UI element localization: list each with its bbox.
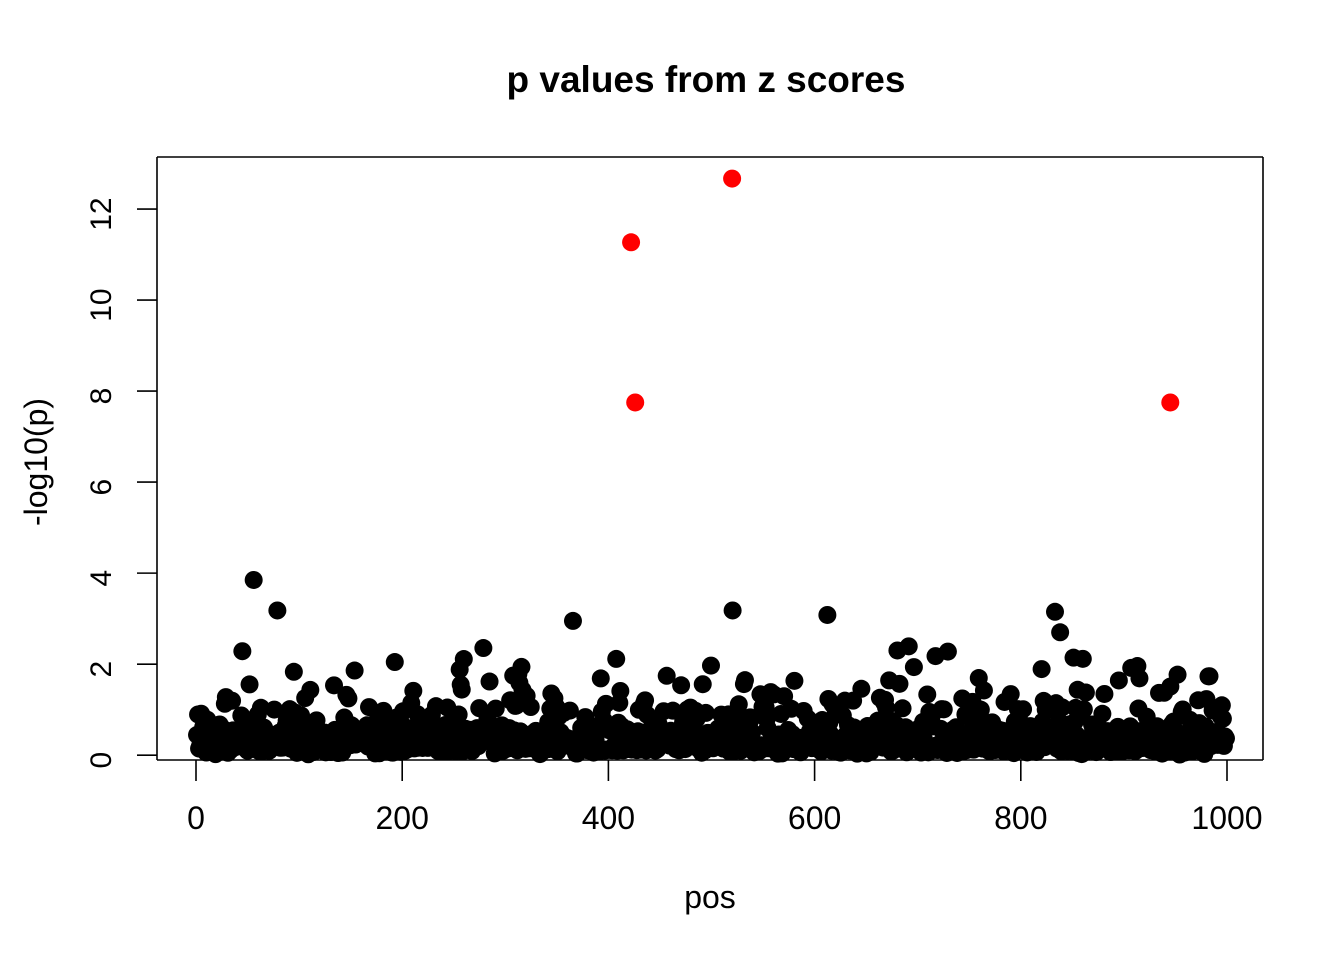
- svg-text:pos: pos: [684, 879, 736, 915]
- svg-text:200: 200: [376, 800, 429, 836]
- svg-text:800: 800: [994, 800, 1047, 836]
- svg-text:2: 2: [85, 661, 118, 678]
- svg-text:0: 0: [85, 752, 118, 769]
- svg-text:8: 8: [85, 388, 118, 405]
- svg-text:600: 600: [788, 800, 841, 836]
- svg-text:6: 6: [85, 479, 118, 496]
- svg-text:-log10(p): -log10(p): [18, 398, 54, 526]
- svg-text:10: 10: [85, 288, 118, 321]
- svg-text:1000: 1000: [1191, 800, 1262, 836]
- svg-text:0: 0: [187, 800, 205, 836]
- svg-text:12: 12: [85, 197, 118, 230]
- svg-text:p values from z scores: p values from z scores: [507, 59, 906, 100]
- svg-text:4: 4: [85, 570, 118, 587]
- svg-text:400: 400: [582, 800, 635, 836]
